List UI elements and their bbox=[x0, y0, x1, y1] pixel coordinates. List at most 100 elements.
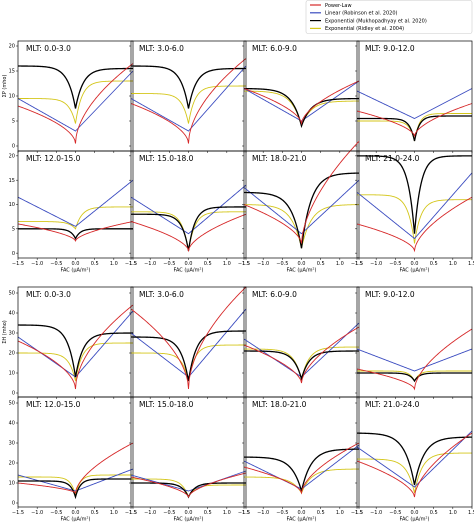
series-line-linear bbox=[356, 430, 473, 488]
y-axis-label: ΣP (mho) bbox=[2, 75, 8, 98]
series-line-mukh bbox=[243, 172, 360, 249]
y-tick-label: 20 bbox=[9, 154, 15, 160]
series-line-mukh bbox=[131, 206, 246, 251]
x-tick-label: 0.5 bbox=[204, 261, 212, 267]
y-tick-label: 20 bbox=[9, 351, 15, 357]
series-line-power bbox=[17, 442, 134, 494]
series-line-ridley bbox=[131, 85, 247, 124]
x-tick-label: 1.5 bbox=[468, 510, 474, 516]
x-tick-label: −0.5 bbox=[276, 261, 288, 267]
panel-frame bbox=[17, 40, 134, 152]
series-line-ridley bbox=[244, 346, 359, 381]
panel-title: MLT: 0.0-3.0 bbox=[26, 290, 71, 299]
panel-title: MLT: 15.0-18.0 bbox=[139, 154, 194, 163]
panel-title: MLT: 3.0-6.0 bbox=[139, 290, 184, 299]
series-line-mukh bbox=[130, 330, 246, 382]
x-tick-label: 1.0 bbox=[110, 261, 118, 267]
subplot: MLT: 0.0-3.0 0 5 10 15 20 ΣP (mho) bbox=[2, 40, 134, 153]
y-tick-label: 15 bbox=[9, 178, 15, 184]
y-tick-label: 15 bbox=[9, 69, 15, 75]
x-tick-label: −1.0 bbox=[370, 261, 382, 267]
x-tick-label: −1.5 bbox=[125, 510, 137, 516]
x-tick-label: 0.5 bbox=[430, 510, 438, 516]
y-tick-label: 10 bbox=[9, 202, 15, 208]
series-line-mukh bbox=[18, 228, 133, 240]
x-tick-label: −1.5 bbox=[351, 261, 363, 267]
series-line-power bbox=[17, 221, 134, 242]
series-line-power bbox=[130, 213, 247, 253]
y-tick-label: 20 bbox=[9, 44, 15, 50]
panel-title: MLT: 9.0-12.0 bbox=[365, 290, 415, 299]
y-tick-label: 30 bbox=[9, 331, 15, 337]
y-tick-label: 30 bbox=[9, 441, 15, 447]
y-tick-label: 10 bbox=[9, 94, 15, 100]
series-line-linear bbox=[130, 308, 247, 378]
x-axis-label: FAC (μA/m²) bbox=[174, 517, 204, 523]
series-line-linear bbox=[17, 70, 134, 132]
x-tick-label: 0.0 bbox=[411, 510, 419, 516]
y-tick-label: 0 bbox=[12, 501, 15, 507]
series-line-ridley bbox=[18, 80, 133, 124]
legend-box bbox=[305, 0, 473, 34]
x-tick-label: 1.0 bbox=[449, 510, 457, 516]
x-tick-label: −0.5 bbox=[50, 510, 62, 516]
series-line-power bbox=[243, 326, 360, 384]
x-tick-label: −0.5 bbox=[389, 510, 401, 516]
y-tick-label: 0 bbox=[12, 391, 15, 397]
x-axis-label: FAC (μA/m²) bbox=[400, 268, 430, 274]
x-tick-label: 1.0 bbox=[110, 510, 118, 516]
legend-entry: Exponential (Ridley et al. 2004) bbox=[325, 26, 404, 32]
series-line-mukh bbox=[357, 115, 472, 142]
x-tick-label: −0.5 bbox=[50, 261, 62, 267]
x-tick-label: −1.0 bbox=[31, 510, 43, 516]
panel-frame bbox=[130, 150, 247, 259]
panel-frame bbox=[17, 396, 134, 508]
x-axis-label: FAC (μA/m²) bbox=[174, 268, 204, 274]
series-line-mukh bbox=[130, 65, 246, 109]
subplot: MLT: 18.0-21.0 −1.5 −1.0 −0.5 0.0 0.5 1.0 1.5 FA… bbox=[238, 396, 363, 523]
panel-grid: MLT: 0.0-3.0 0 5 10 15 20 ΣP (mho) MLT: 3.0-6.0… bbox=[2, 40, 474, 523]
y-tick-label: 5 bbox=[12, 227, 15, 233]
x-axis-label: FAC (μA/m²) bbox=[287, 517, 317, 523]
series-line-mukh bbox=[18, 478, 133, 500]
x-tick-label: 1.0 bbox=[336, 510, 344, 516]
series-line-power bbox=[130, 472, 247, 499]
series-line-power bbox=[17, 304, 134, 390]
series-line-mukh bbox=[17, 65, 133, 109]
subplot: MLT: 21.0-24.0 −1.5 −1.0 −0.5 0.0 0.5 1.0 1.5 FA… bbox=[351, 396, 474, 523]
y-tick-label: 10 bbox=[9, 371, 15, 377]
panel-title: MLT: 6.0-9.0 bbox=[252, 44, 297, 53]
panel-title: MLT: 6.0-9.0 bbox=[252, 290, 297, 299]
subplot: MLT: 21.0-24.0 −1.5 −1.0 −0.5 0.0 0.5 1.0 1.5 FA… bbox=[351, 150, 474, 274]
x-tick-label: −0.5 bbox=[276, 510, 288, 516]
x-tick-label: 0.5 bbox=[430, 261, 438, 267]
y-tick-label: 5 bbox=[12, 119, 15, 125]
x-tick-label: 0.0 bbox=[298, 261, 306, 267]
series-line-ridley bbox=[131, 478, 246, 499]
series-line-linear bbox=[130, 470, 247, 492]
x-tick-label: −0.5 bbox=[163, 510, 175, 516]
subplot: MLT: 18.0-21.0 −1.5 −1.0 −0.5 0.0 0.5 1.0 1.5 FA… bbox=[238, 140, 363, 274]
x-tick-label: 0.5 bbox=[317, 510, 325, 516]
subplot: MLT: 12.0-15.0 −1.5 −1.0 −0.5 0.0 0.5 1.0 1.5 FA… bbox=[9, 150, 137, 274]
x-tick-label: −1.0 bbox=[144, 261, 156, 267]
x-tick-label: 0.0 bbox=[72, 261, 80, 267]
series-line-mukh bbox=[356, 432, 473, 486]
series-line-ridley bbox=[18, 342, 134, 382]
series-line-mukh bbox=[357, 155, 472, 234]
series-line-power bbox=[356, 196, 473, 253]
x-tick-label: −1.0 bbox=[257, 510, 269, 516]
x-tick-label: −1.5 bbox=[12, 510, 24, 516]
x-axis-label: FAC (μA/m²) bbox=[61, 268, 91, 274]
panel-title: MLT: 12.0-15.0 bbox=[26, 400, 81, 409]
x-tick-label: 0.0 bbox=[411, 261, 419, 267]
panel-title: MLT: 21.0-24.0 bbox=[365, 154, 420, 163]
x-tick-label: 0.0 bbox=[185, 510, 193, 516]
series-line-power bbox=[356, 432, 473, 498]
panel-title: MLT: 0.0-3.0 bbox=[26, 44, 71, 53]
series-line-power bbox=[243, 442, 360, 495]
series-line-ridley bbox=[357, 452, 472, 494]
series-line-linear bbox=[243, 80, 360, 122]
x-tick-label: 1.5 bbox=[355, 261, 363, 267]
